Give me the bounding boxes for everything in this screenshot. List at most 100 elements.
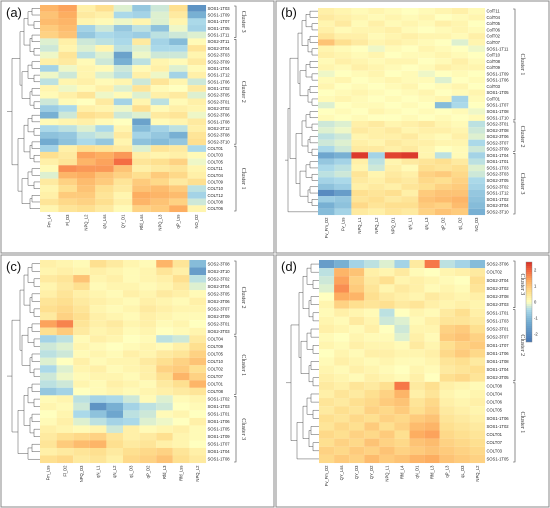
heatmap-cell	[106, 335, 124, 343]
column-label: Fv_Fm_D2	[324, 217, 329, 238]
heatmap-cell	[113, 125, 133, 132]
column-label: QY_Lss	[339, 466, 344, 481]
heatmap-cell	[73, 425, 90, 433]
heatmap-cell	[40, 297, 57, 306]
heatmap-cell	[150, 105, 170, 112]
column-label: Fv_Fm_D2	[324, 465, 329, 486]
heatmap-cell	[454, 406, 470, 415]
heatmap-cell	[434, 164, 452, 172]
heatmap-cell	[319, 373, 335, 382]
heatmap-cell	[40, 380, 57, 388]
heatmap-cell	[334, 406, 350, 415]
heatmap-cell	[73, 275, 90, 283]
heatmap-cell	[76, 78, 96, 86]
heatmap-cell	[424, 381, 440, 390]
heatmap-cell	[418, 45, 435, 52]
heatmap-cell	[150, 65, 170, 72]
heatmap-cell	[150, 178, 170, 186]
heatmap-cell	[351, 120, 369, 128]
heatmap-cell	[368, 171, 385, 178]
row-label: SOS1-1T03	[487, 165, 510, 170]
heatmap-cell	[40, 125, 59, 132]
heatmap-cell	[368, 120, 385, 128]
heatmap-cell	[150, 191, 170, 199]
column-label: NPQ_L3	[157, 214, 162, 231]
heatmap-cell	[113, 151, 133, 159]
cluster-label: Cluster 2	[240, 81, 246, 103]
heatmap-cell	[76, 85, 96, 92]
heatmap-cell	[123, 260, 140, 268]
heatmap-cell	[451, 152, 469, 159]
heatmap-cell	[349, 373, 365, 382]
heatmap-cell	[334, 341, 350, 350]
heatmap-cell	[368, 64, 385, 71]
row-label: SOS2-3T02	[208, 276, 231, 281]
heatmap-cell	[113, 111, 133, 119]
heatmap-cell	[401, 202, 419, 209]
heatmap-cell	[169, 105, 188, 112]
heatmap-cell	[40, 425, 57, 433]
heatmap-cell	[349, 341, 365, 350]
heatmap-cell	[418, 114, 435, 121]
heatmap-cell	[351, 139, 369, 147]
heatmap-cell	[318, 152, 335, 159]
heatmap-cell	[73, 417, 90, 426]
heatmap-cell	[187, 191, 207, 199]
heatmap-cell	[106, 312, 124, 321]
heatmap-cell	[95, 158, 114, 166]
row-label: COLT07	[208, 374, 224, 379]
heatmap-cell	[384, 58, 402, 65]
heatmap-cell	[156, 372, 173, 381]
heatmap-cells	[319, 260, 486, 464]
heatmap-cell	[187, 138, 207, 146]
heatmap-cell	[334, 196, 352, 203]
column-label: Fm_Lss	[46, 466, 51, 481]
legend-swatch	[526, 290, 532, 293]
heatmap-cell	[172, 387, 190, 396]
heatmap-cell	[418, 39, 435, 46]
panel-label: (a)	[6, 5, 22, 20]
row-label: COLT02	[487, 270, 503, 275]
heatmap-cell	[76, 131, 96, 139]
heatmap-cell	[409, 446, 425, 455]
heatmap-cell	[368, 14, 385, 21]
heatmap-cell	[349, 324, 365, 334]
heatmap-cell	[384, 8, 402, 15]
heatmap-cell	[334, 202, 352, 209]
heatmap-cell	[58, 18, 77, 26]
heatmap-cell	[95, 198, 114, 206]
heatmap-cell	[384, 14, 402, 21]
heatmap-cell	[139, 455, 157, 464]
heatmap-cell	[40, 178, 59, 186]
heatmap-cell	[368, 89, 385, 96]
heatmap-cell	[334, 164, 352, 172]
heatmap-cell	[401, 114, 419, 121]
heatmap-cell	[434, 127, 452, 134]
heatmap-cell	[58, 58, 77, 66]
heatmap-cell	[424, 357, 440, 366]
legend-swatch	[526, 292, 532, 295]
heatmap-cell	[468, 208, 486, 216]
heatmap-cell	[409, 406, 425, 415]
heatmap-cell	[394, 260, 410, 269]
row-label: COLT09	[208, 344, 224, 349]
heatmap-cell	[58, 98, 77, 106]
heatmap-cell	[409, 333, 425, 342]
heatmap-cell	[89, 305, 107, 313]
heatmap-cell	[434, 70, 452, 78]
heatmap-cell	[40, 447, 57, 456]
row-label: SOS1-1T02	[487, 197, 510, 202]
cluster-bracket	[234, 335, 237, 395]
heatmap-cell	[58, 205, 77, 213]
heatmap-cell	[318, 14, 335, 21]
heatmap-cell	[364, 446, 380, 455]
heatmap-cell	[434, 77, 452, 84]
row-label: SOS2-3T06	[487, 134, 510, 139]
heatmap-cell	[468, 95, 486, 103]
heatmap-cell	[113, 98, 133, 106]
heatmap-cell	[379, 430, 395, 439]
heatmap-cell	[187, 178, 207, 186]
heatmap-cell	[401, 171, 419, 178]
row-label: COLT09	[208, 179, 224, 184]
heatmap-cell	[334, 26, 352, 34]
